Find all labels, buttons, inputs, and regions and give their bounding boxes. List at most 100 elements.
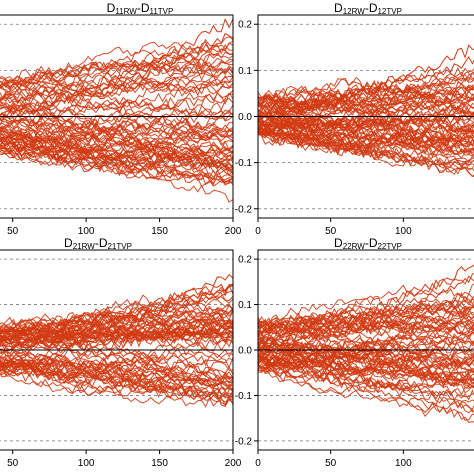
x-tick-label: 150	[151, 458, 168, 469]
panel-title-text: D	[369, 236, 378, 250]
x-tick-label: 200	[225, 458, 242, 469]
series-path	[0, 139, 233, 181]
series-path	[258, 342, 474, 363]
x-tick-label: 0	[255, 458, 261, 469]
series-path	[258, 127, 474, 166]
series-path	[0, 43, 233, 83]
series-path	[258, 306, 474, 335]
panel-title-subscript: 21RW	[73, 242, 96, 251]
outlier-path	[0, 348, 233, 408]
series-path	[0, 150, 233, 203]
outlier-path	[0, 32, 233, 119]
panel-title-subscript: 11TVP	[149, 7, 173, 16]
series-path	[258, 355, 474, 387]
x-tick-label: 50	[7, 458, 19, 469]
series-traces	[258, 44, 474, 178]
series-path	[258, 125, 474, 168]
series-path	[258, 311, 474, 344]
series-path	[258, 360, 474, 413]
panel-title-text: D	[99, 236, 108, 250]
panel-title: D11RW-D11TVP	[107, 1, 174, 16]
x-tick-label: 200	[225, 226, 242, 237]
x-tick-label: 50	[325, 458, 337, 469]
series-path	[258, 275, 474, 329]
series-path	[258, 127, 474, 149]
series-path	[0, 36, 233, 93]
series-path	[0, 291, 233, 330]
panel-title-subscript: 12TVP	[377, 7, 401, 16]
series-path	[258, 67, 474, 105]
series-path	[258, 346, 474, 368]
series-path	[258, 96, 474, 127]
series-path	[0, 129, 233, 167]
series-path	[0, 368, 233, 398]
series-path	[0, 77, 233, 103]
series-path	[0, 299, 233, 335]
series-path	[258, 352, 474, 387]
series-path	[0, 304, 233, 341]
series-path	[258, 119, 474, 157]
series-path	[0, 110, 233, 131]
panel-title-text: -	[365, 236, 369, 250]
panel-title-subscript: 12RW	[343, 7, 366, 16]
panel-frame	[0, 14, 234, 219]
series-path	[258, 98, 474, 116]
y-tick-label: 0.0	[238, 346, 252, 357]
x-tick-label: 100	[78, 226, 95, 237]
series-path	[258, 132, 474, 178]
series-path	[0, 371, 233, 405]
series-path	[0, 60, 233, 94]
x-tick-label: 100	[395, 226, 412, 237]
series-path	[0, 48, 233, 94]
panel-title-text: -	[365, 1, 369, 15]
series-path	[0, 128, 233, 159]
series-path	[258, 131, 474, 159]
outlier-path	[258, 44, 474, 121]
outlier-path	[0, 112, 233, 179]
panel-title-text: D	[64, 236, 73, 250]
panel-title-text: D	[141, 1, 150, 15]
series-path	[0, 56, 233, 88]
panel-title-subscript: 22RW	[343, 242, 366, 251]
y-tick-label: -0.1	[235, 391, 253, 402]
panel-title-text: D	[334, 1, 343, 15]
series-path	[0, 141, 233, 176]
series-path	[0, 304, 233, 331]
series-path	[0, 345, 233, 369]
panel-title: D22RW-D22TVP	[334, 236, 402, 251]
panel-title-subscript: 21TVP	[107, 242, 131, 251]
series-path	[0, 57, 233, 89]
panel-title-text: D	[334, 236, 343, 250]
x-tick-label: 100	[78, 458, 95, 469]
x-tick-label: 100	[395, 458, 412, 469]
series-path	[258, 343, 474, 381]
y-tick-label: -0.2	[235, 204, 253, 215]
panel-title-subscript: 11RW	[115, 7, 137, 16]
series-path	[0, 353, 233, 375]
series-path	[0, 346, 233, 385]
y-tick-label: 0.0	[238, 112, 252, 123]
panel-title: D12RW-D12TVP	[334, 1, 402, 16]
series-traces	[0, 17, 233, 203]
y-tick-label: -0.1	[235, 158, 253, 169]
y-tick-label: 0.2	[238, 20, 252, 31]
y-tick-label: 0.1	[238, 300, 252, 311]
series-traces	[258, 264, 474, 423]
outlier-path	[258, 340, 474, 387]
series-path	[0, 342, 233, 367]
panel-title-text: -	[95, 236, 99, 250]
series-path	[0, 360, 233, 400]
series-traces	[0, 273, 233, 408]
series-path	[0, 302, 233, 347]
series-path	[0, 59, 233, 100]
series-path	[258, 295, 474, 328]
x-tick-label: 50	[7, 226, 19, 237]
x-tick-label: 50	[325, 226, 337, 237]
panel-title-subscript: 22TVP	[377, 242, 401, 251]
series-path	[0, 314, 233, 342]
series-path	[258, 301, 474, 339]
